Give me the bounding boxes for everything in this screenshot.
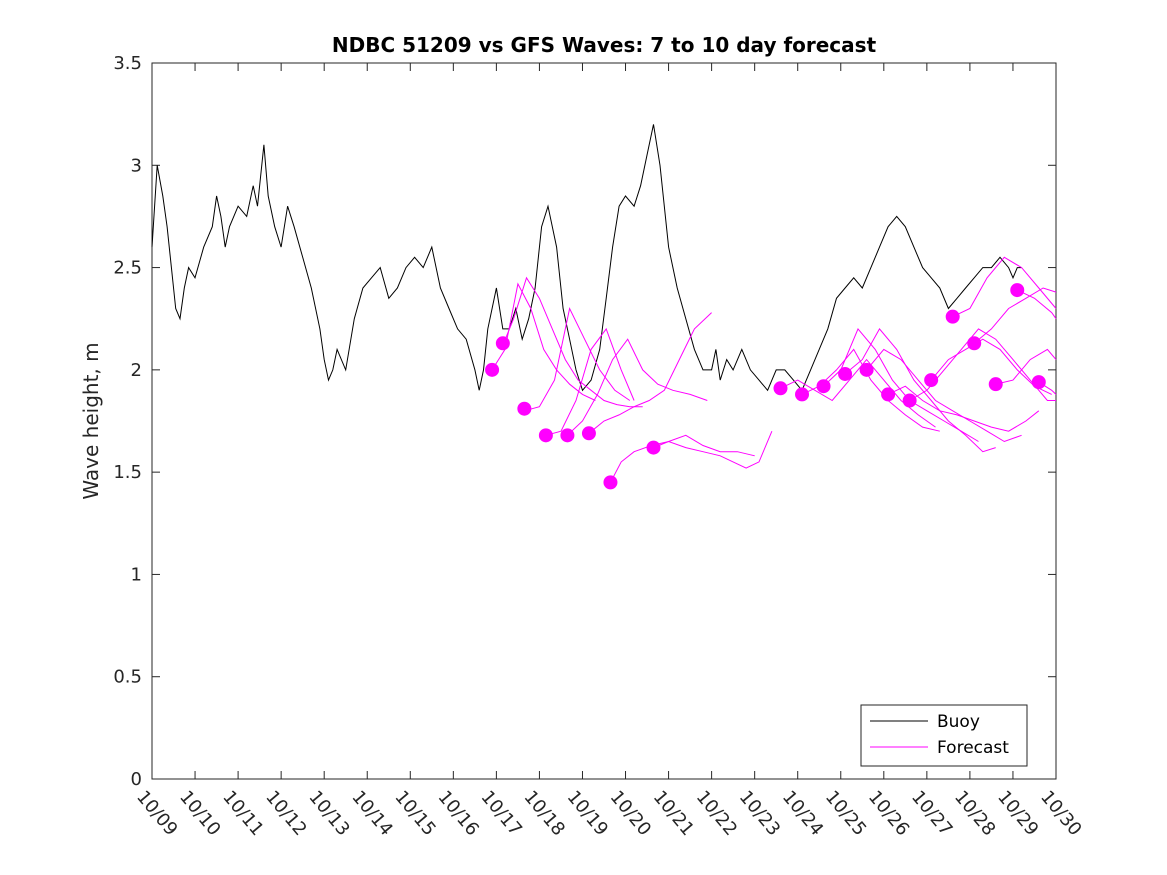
y-tick-label: 2 <box>131 360 142 381</box>
forecast-run-line <box>930 338 1052 395</box>
forecast-marker <box>517 401 532 416</box>
forecast-run-line <box>524 306 631 412</box>
forecast-run-line <box>844 328 996 453</box>
forecast-run-line <box>823 327 979 442</box>
y-tick-label: 0 <box>131 769 142 790</box>
forecast-run-line <box>610 431 773 483</box>
legend-buoy-label: Buoy <box>937 712 980 732</box>
forecast-run-line <box>780 358 936 428</box>
forecast-run-line <box>952 256 1057 318</box>
forecast-marker <box>485 362 500 377</box>
forecast-marker <box>859 362 874 377</box>
forecast-run-line <box>588 312 712 434</box>
y-tick-label: 3.5 <box>113 53 142 74</box>
forecast-marker <box>795 387 810 402</box>
forecast-marker <box>902 393 917 408</box>
forecast-marker <box>538 428 553 443</box>
forecast-marker <box>816 379 831 394</box>
forecast-run-line <box>653 434 755 457</box>
forecast-run-line <box>887 385 1040 432</box>
buoy-series-line <box>151 124 1022 392</box>
forecast-run-line <box>973 287 1057 344</box>
forecast-marker <box>646 440 661 455</box>
legend: Buoy Forecast <box>860 704 1028 767</box>
forecast-run-line <box>1017 289 1057 319</box>
y-tick-label: 1.5 <box>113 462 142 483</box>
y-tick-label: 2.5 <box>113 258 142 279</box>
forecast-marker <box>881 387 896 402</box>
y-tick-label: 1 <box>131 564 142 585</box>
forecast-run-line <box>567 338 708 436</box>
y-tick-label: 0.5 <box>113 667 142 688</box>
forecast-marker <box>560 428 575 443</box>
forecast-marker <box>967 336 982 351</box>
forecast-run-line <box>995 348 1057 385</box>
forecast-marker <box>924 373 939 388</box>
forecast-marker <box>838 366 853 381</box>
legend-forecast-label: Forecast <box>937 738 1009 758</box>
forecast-marker <box>603 475 618 490</box>
forecast-marker <box>495 336 510 351</box>
legend-box <box>860 704 1028 767</box>
forecast-marker <box>945 309 960 324</box>
forecast-marker <box>988 377 1003 392</box>
forecast-marker <box>1010 283 1025 298</box>
y-tick-label: 3 <box>131 155 142 176</box>
forecast-run-line <box>866 348 1022 443</box>
chart-title: NDBC 51209 vs GFS Waves: 7 to 10 day for… <box>332 33 877 57</box>
forecast-marker <box>581 426 596 441</box>
forecast-run-line <box>491 282 596 401</box>
forecast-marker <box>773 381 788 396</box>
y-axis-label: Wave height, m <box>79 342 103 499</box>
forecast-run-line <box>502 276 643 408</box>
forecast-marker <box>1031 375 1046 390</box>
forecast-run-line <box>545 327 635 436</box>
